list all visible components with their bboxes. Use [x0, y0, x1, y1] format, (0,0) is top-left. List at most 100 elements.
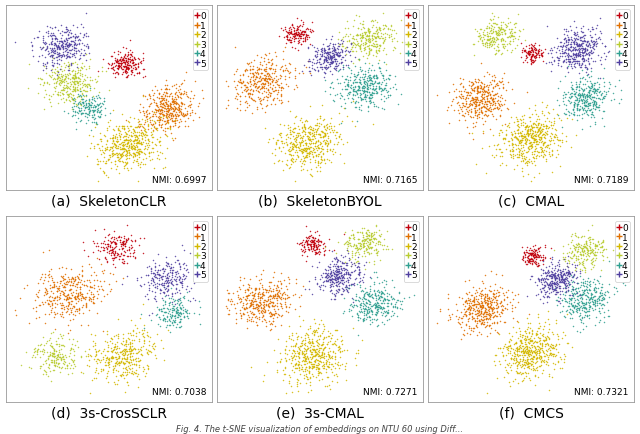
Point	[53, 286, 63, 293]
Point	[265, 313, 275, 320]
Point	[570, 112, 580, 118]
Point	[158, 304, 168, 311]
Point	[467, 95, 477, 102]
Point	[70, 108, 81, 115]
Point	[362, 92, 372, 99]
Point	[586, 80, 596, 87]
Point	[588, 45, 598, 52]
Point	[569, 305, 579, 312]
Point	[243, 286, 253, 293]
Point	[49, 347, 59, 354]
Point	[557, 254, 568, 261]
Point	[260, 308, 270, 315]
Point	[309, 360, 319, 367]
Point	[536, 135, 546, 141]
Point	[542, 273, 552, 279]
Point	[239, 69, 250, 76]
Point	[73, 82, 83, 89]
Point	[171, 324, 181, 331]
Point	[520, 340, 530, 347]
Point	[575, 43, 586, 50]
Point	[304, 64, 314, 71]
Point	[38, 367, 49, 374]
Point	[116, 58, 127, 65]
Point	[90, 107, 100, 114]
Point	[608, 247, 618, 253]
Point	[550, 343, 560, 350]
Point	[589, 301, 600, 308]
Point	[527, 337, 537, 344]
Point	[276, 130, 286, 137]
Point	[497, 149, 508, 156]
Point	[102, 327, 112, 334]
Point	[53, 28, 63, 35]
Point	[68, 316, 78, 323]
Point	[540, 334, 550, 341]
Point	[97, 103, 107, 110]
Point	[295, 343, 305, 350]
Point	[531, 355, 541, 362]
Point	[358, 35, 368, 42]
Point	[320, 244, 330, 251]
Point	[488, 314, 498, 321]
Point	[259, 76, 269, 83]
Point	[91, 349, 101, 356]
Point	[49, 85, 59, 92]
Point	[527, 124, 538, 131]
Point	[136, 148, 147, 155]
Point	[97, 158, 108, 165]
Point	[568, 56, 579, 63]
Point	[134, 148, 144, 155]
Point	[134, 118, 144, 125]
Point	[328, 276, 338, 283]
Point	[561, 298, 572, 305]
Point	[529, 138, 540, 145]
Point	[569, 259, 579, 266]
Point	[598, 50, 609, 57]
Point	[536, 362, 546, 368]
Point	[319, 248, 329, 255]
Point	[307, 340, 317, 347]
Point	[126, 72, 136, 79]
Point	[582, 256, 592, 263]
Point	[544, 286, 554, 293]
Point	[48, 62, 58, 69]
Point	[280, 371, 290, 378]
Point	[77, 293, 87, 299]
Point	[315, 355, 325, 362]
Point	[300, 361, 310, 368]
Point	[69, 50, 79, 57]
Point	[294, 23, 305, 30]
Point	[524, 48, 534, 55]
Point	[305, 323, 316, 330]
Point	[134, 348, 144, 355]
Point	[371, 246, 381, 253]
Point	[54, 41, 64, 48]
Point	[280, 301, 290, 308]
Point	[259, 309, 269, 316]
Point	[317, 362, 328, 368]
Point	[189, 310, 199, 317]
Point	[516, 152, 526, 159]
Point	[446, 102, 456, 109]
Point	[536, 52, 546, 59]
Point	[33, 280, 43, 287]
Point	[115, 63, 125, 70]
Point	[116, 61, 127, 68]
Point	[310, 140, 321, 147]
Point	[347, 119, 357, 126]
Point	[363, 39, 373, 46]
Point	[353, 314, 363, 321]
Point	[367, 302, 378, 309]
Point	[343, 95, 353, 102]
Point	[321, 36, 332, 43]
Point	[465, 92, 475, 99]
Point	[154, 272, 164, 279]
Point	[159, 112, 170, 119]
Point	[566, 277, 576, 284]
Point	[131, 133, 141, 140]
Point	[131, 143, 141, 150]
Point	[301, 355, 311, 362]
Point	[473, 310, 483, 317]
Point	[451, 94, 461, 101]
